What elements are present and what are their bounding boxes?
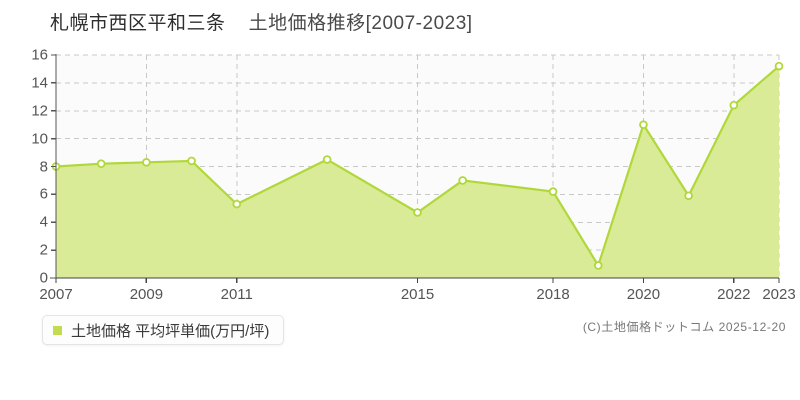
title-region: 札幌市西区平和三条 bbox=[50, 13, 226, 34]
title-metric: 土地価格推移[2007-2023] bbox=[248, 13, 473, 34]
data-point-markers bbox=[51, 61, 784, 270]
axis-lines bbox=[50, 54, 780, 283]
page-title: 札幌市西区平和三条 土地価格推移[2007-2023] bbox=[50, 8, 473, 35]
legend-swatch-icon bbox=[53, 325, 62, 335]
series-line bbox=[55, 65, 780, 267]
series-area-fill bbox=[56, 66, 779, 279]
legend[interactable]: 土地価格 平均坪単価(万円/坪) bbox=[42, 315, 285, 345]
legend-label: 土地価格 平均坪単価(万円/坪) bbox=[71, 322, 270, 340]
copyright-credit: (C)土地価格ドットコム 2025-12-20 bbox=[582, 320, 786, 334]
